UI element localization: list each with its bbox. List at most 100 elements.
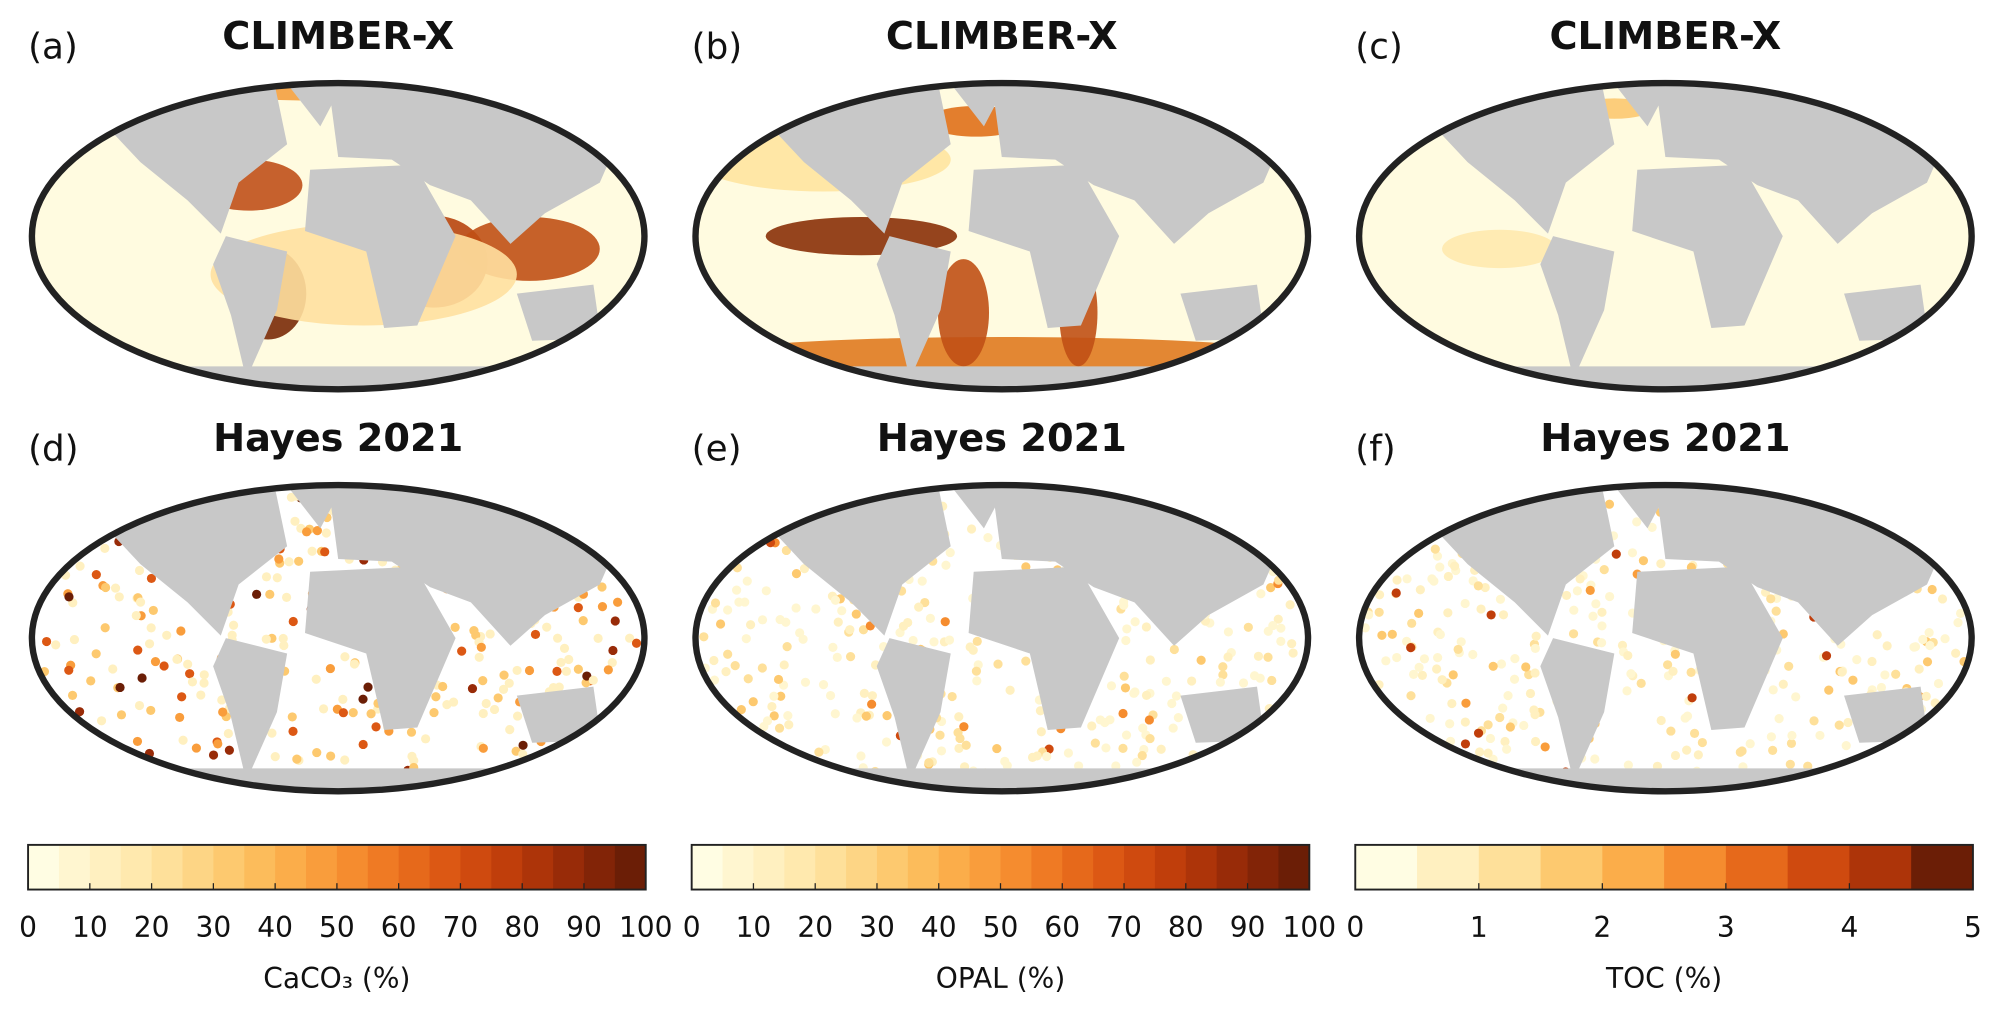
sample-dot (966, 524, 977, 534)
sample-dot (1525, 688, 1536, 699)
sample-dot (908, 635, 918, 646)
sample-dot (972, 676, 982, 686)
color-band (244, 844, 276, 890)
colorbar-label: CaCO₃ (%) (263, 962, 410, 995)
sample-dot (1032, 751, 1042, 761)
field-patch (937, 259, 990, 367)
sample-dot (1256, 589, 1266, 599)
tick-label: 100 (619, 911, 673, 944)
sample-dot (1656, 715, 1666, 726)
sample-dot (175, 712, 185, 723)
sample-dot (338, 694, 348, 704)
sample-dot (597, 602, 608, 612)
sample-dot (1387, 629, 1397, 639)
color-band (1849, 844, 1912, 890)
sample-dot (1063, 748, 1074, 758)
sample-dot (348, 708, 358, 718)
sample-dot (1647, 522, 1657, 532)
sample-dot (489, 704, 500, 715)
color-band (1278, 844, 1310, 890)
sample-dot (340, 652, 350, 662)
sample-dot (1626, 669, 1636, 679)
sample-dot (1121, 635, 1131, 646)
tick-label: 50 (983, 911, 1019, 944)
panel-title: CLIMBER-X (222, 14, 454, 59)
sample-dot (1255, 673, 1265, 683)
sample-dot (261, 572, 272, 582)
sample-dot (287, 712, 297, 722)
sample-dot (1638, 556, 1649, 566)
tick-label: 70 (1106, 911, 1142, 944)
sample-dot (1925, 640, 1935, 651)
sample-dot (1498, 703, 1508, 713)
sample-dot (945, 547, 955, 558)
sample-dot (1597, 621, 1607, 631)
sample-dot (116, 710, 127, 720)
sample-dot (1480, 582, 1490, 593)
sample-dot (438, 681, 448, 692)
sample-dot (1406, 691, 1416, 701)
sample-dot (338, 708, 348, 718)
tick-label: 90 (566, 911, 602, 944)
sample-dot (1119, 600, 1129, 610)
map-panel: (a) CLIMBER-X (28, 14, 648, 393)
color-band (1124, 844, 1156, 890)
color-band (784, 844, 816, 890)
sample-dot (769, 711, 779, 721)
sample-dot (284, 557, 294, 567)
sample-dot (1927, 584, 1937, 595)
sample-dot (110, 583, 121, 593)
sample-dot (954, 712, 964, 722)
sample-dot (845, 652, 856, 662)
tick-label: 30 (196, 911, 232, 944)
sample-dot (1119, 671, 1129, 681)
color-band (522, 844, 554, 890)
color-band (1664, 844, 1727, 890)
sample-dot (924, 758, 934, 768)
color-band (151, 844, 184, 890)
map (1355, 79, 1975, 393)
sample-dot (1530, 710, 1540, 720)
sample-dot (588, 675, 598, 685)
sample-dot (1909, 642, 1919, 652)
tick-label: 2 (1593, 911, 1611, 944)
sample-dot (1474, 747, 1485, 757)
sample-dot (856, 751, 866, 761)
sample-dot (1168, 723, 1178, 733)
sample-dot (730, 661, 740, 671)
sample-dot (407, 751, 417, 761)
sample-dot (1483, 748, 1493, 758)
color-band (1725, 844, 1789, 890)
sample-dot (1169, 644, 1179, 655)
sample-dot (1430, 544, 1440, 554)
sample-dot (1130, 617, 1140, 627)
sample-dot (1872, 630, 1882, 640)
sample-dot (761, 586, 771, 596)
sample-dot (1287, 639, 1297, 649)
sample-dot (1495, 712, 1505, 723)
color-band (969, 844, 1002, 890)
color-band (846, 844, 878, 890)
sample-dot (261, 634, 271, 644)
sample-dot (1137, 750, 1147, 761)
sample-dot (1101, 743, 1111, 753)
sample-dot (745, 620, 756, 630)
sample-dot (769, 691, 779, 701)
sample-dot (1432, 664, 1442, 674)
sample-dot (1161, 676, 1171, 686)
sample-dot (936, 746, 947, 756)
sample-dot (223, 728, 233, 739)
sample-dot (830, 595, 841, 605)
sample-dot (782, 642, 792, 652)
sample-dot (1540, 742, 1550, 752)
sample-dot (608, 645, 618, 656)
sample-dot (69, 634, 80, 645)
panel-title: Hayes 2021 (213, 416, 463, 461)
color-band (1000, 844, 1033, 890)
sample-dot (1530, 643, 1540, 654)
sample-dot (825, 690, 836, 701)
sample-dot (272, 573, 282, 583)
sample-dot (1483, 720, 1493, 730)
sample-dot (1171, 691, 1182, 701)
sample-dot (832, 652, 842, 662)
